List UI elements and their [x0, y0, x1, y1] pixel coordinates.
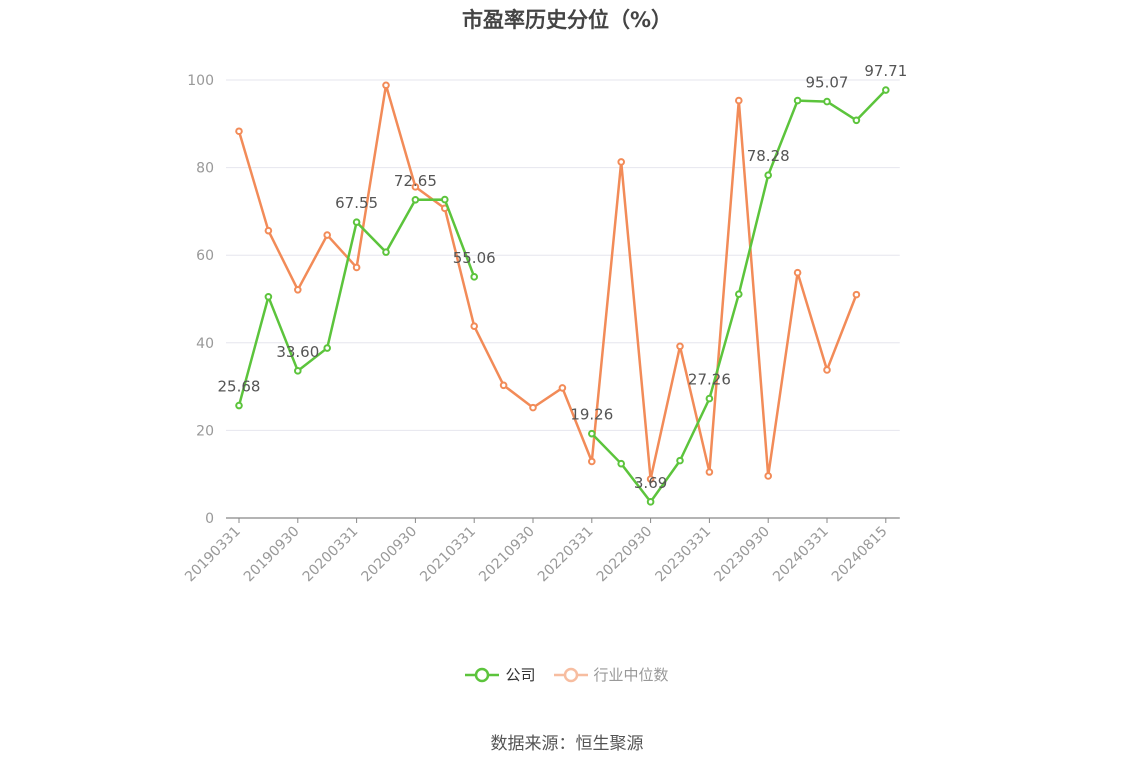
data-label: 95.07 [806, 74, 849, 92]
data-point-0 [852, 116, 861, 125]
x-tick-label: 20240331 [770, 524, 832, 586]
data-point-1 [646, 475, 655, 483]
data-point-0 [646, 498, 655, 506]
grid-lines [226, 79, 900, 431]
x-tick-label: 20210331 [417, 524, 479, 586]
data-point-1 [470, 322, 479, 330]
series-line-0 [237, 198, 476, 406]
data-point-0 [470, 273, 479, 281]
data-label: 27.26 [688, 371, 731, 389]
data-point-1 [852, 290, 861, 299]
x-tick-label: 20220930 [594, 524, 656, 586]
y-tick-label: 40 [196, 336, 214, 352]
x-tick-label: 20190930 [241, 524, 303, 586]
data-label: 3.69 [634, 474, 667, 492]
data-label: 97.71 [864, 62, 907, 80]
x-tick-label: 20200331 [300, 524, 362, 586]
series-line-1 [237, 84, 858, 481]
x-tick-label: 20210930 [476, 524, 538, 586]
data-point-1 [499, 381, 508, 390]
data-point-1 [705, 468, 714, 476]
data-point-0 [294, 367, 302, 375]
data-point-1 [382, 81, 390, 90]
legend-item-company[interactable]: 公司 [465, 664, 536, 685]
y-tick-label: 0 [205, 511, 214, 527]
source-text: 数据来源：恒生聚源 [490, 734, 644, 754]
legend-swatch-company [465, 667, 500, 682]
data-point-1 [294, 286, 302, 294]
data-point-1 [529, 403, 537, 412]
x-tick-label: 20230930 [711, 524, 773, 586]
data-point-0 [882, 86, 890, 94]
data-point-0 [705, 394, 714, 403]
data-point-1 [235, 127, 243, 136]
data-point-0 [588, 429, 596, 438]
data-point-1 [676, 342, 684, 351]
x-tick-label: 20190331 [182, 524, 244, 586]
data-labels: 25.68 33.60 67.55 72.65 55.06 19.26 3.69 27.26 7… [218, 62, 908, 492]
data-point-0 [411, 195, 420, 204]
data-point-0 [352, 218, 361, 226]
y-tick-label: 20 [196, 423, 214, 439]
x-tick-label: 20230331 [653, 524, 715, 586]
y-tick-label: 100 [187, 73, 214, 89]
data-label: 19.26 [570, 406, 613, 424]
series-lines [235, 81, 890, 506]
x-tick-label: 20200930 [359, 524, 421, 586]
legend-swatch-industry-median [553, 667, 588, 682]
data-label: 33.60 [276, 343, 319, 361]
data-point-0 [264, 293, 273, 301]
data-label: 67.55 [335, 194, 378, 212]
data-point-1 [764, 472, 773, 480]
data-point-1 [793, 268, 802, 277]
legend-item-industry-median[interactable]: 行业中位数 [553, 664, 669, 685]
legend-label-company: 公司 [505, 666, 536, 684]
chart-title: 市盈率历史分位（%） [461, 8, 673, 32]
x-tick-label: 20240815 [829, 524, 891, 586]
data-point-1 [323, 231, 332, 239]
data-point-1 [588, 457, 596, 466]
data-label: 72.65 [394, 172, 437, 190]
y-tick-label: 80 [196, 161, 214, 177]
data-label: 25.68 [218, 378, 261, 396]
data-point-1 [735, 96, 743, 105]
data-label: 55.06 [453, 249, 496, 267]
data-point-0 [617, 459, 626, 468]
data-point-0 [382, 248, 390, 256]
data-point-0 [735, 290, 743, 298]
data-point-1 [617, 158, 626, 166]
data-point-1 [352, 263, 361, 272]
data-point-0 [676, 456, 684, 465]
data-point-0 [441, 195, 449, 204]
data-point-1 [264, 226, 273, 235]
x-tick-label: 20220331 [535, 524, 597, 586]
legend-label-industry-median: 行业中位数 [593, 666, 669, 684]
data-point-1 [411, 183, 420, 191]
data-point-1 [823, 366, 831, 374]
data-label: 78.28 [747, 147, 790, 165]
data-point-1 [558, 384, 567, 392]
data-point-0 [793, 96, 802, 105]
data-point-0 [235, 401, 243, 410]
data-point-0 [764, 171, 773, 179]
data-point-0 [823, 97, 831, 106]
data-point-0 [323, 344, 332, 352]
axes: 0 20 40 60 80 100 2019033120190930202003312020… [182, 73, 900, 585]
legend: 公司 行业中位数 [0, 664, 1134, 685]
y-tick-label: 60 [196, 248, 214, 264]
